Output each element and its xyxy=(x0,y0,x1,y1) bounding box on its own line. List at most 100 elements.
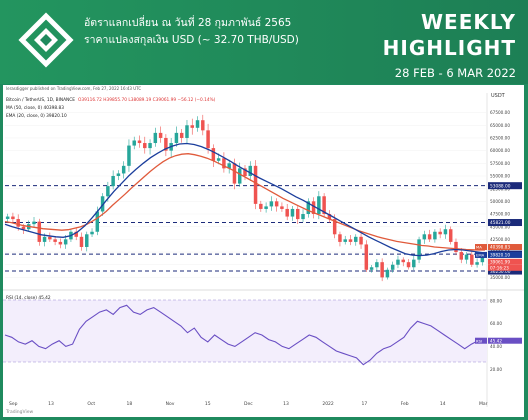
candle-body xyxy=(280,206,284,209)
ema-legend: EMA (20, close, 0) 39820.10 xyxy=(6,113,67,119)
candle-body xyxy=(359,236,363,245)
rsi-tick-label: 60.00 xyxy=(490,321,502,326)
badge-tag xyxy=(475,251,487,258)
symbol-label: Bitcoin / TetherUS, 1D, BINANCE xyxy=(6,97,75,103)
candle-body xyxy=(95,211,100,232)
candle-body xyxy=(422,234,427,240)
candle-body xyxy=(306,201,311,215)
chart-canvas[interactable]: lerasdigger published on TradingView.com… xyxy=(3,85,524,417)
logo-icon xyxy=(18,12,74,68)
price-badge xyxy=(488,258,522,265)
time-tick-label: 17 xyxy=(362,401,368,407)
ma-legend: MA (50, close, 0) 40398.83 xyxy=(6,105,64,111)
candle-body xyxy=(248,165,253,176)
price-badge xyxy=(488,251,522,258)
time-tick-label: 13 xyxy=(48,401,54,407)
price-badge-label: 39820.10 xyxy=(490,253,510,258)
candle-body xyxy=(259,203,263,209)
candle-body xyxy=(143,143,147,149)
rsi-badge xyxy=(488,337,522,344)
candle-body xyxy=(11,216,15,220)
rsi-badge-label: 45.42 xyxy=(490,338,502,343)
candle-body xyxy=(253,165,258,204)
candle-body xyxy=(354,236,358,242)
price-badge xyxy=(488,264,522,271)
candle-body xyxy=(296,208,300,220)
badge-tag-label: MA xyxy=(476,245,482,250)
candle-body xyxy=(232,163,237,184)
candle-body xyxy=(132,140,136,146)
time-tick-label: 14 xyxy=(440,401,446,407)
time-tick-label: Feb xyxy=(401,401,409,407)
time-axis: Sep 13 Oct 18 Nov 15 Dec 13 2022 17 Feb 14 Mar xyxy=(9,401,488,407)
rsi-badge-tag-label: RSI xyxy=(476,338,482,343)
candle-body xyxy=(369,267,374,270)
candle-body xyxy=(201,120,205,131)
candle-body xyxy=(343,239,347,242)
candle-body xyxy=(401,259,405,263)
candle-body xyxy=(475,262,479,265)
candle-body xyxy=(311,201,316,215)
candle-body xyxy=(380,262,384,278)
candle-body xyxy=(274,201,279,207)
candle-body xyxy=(85,234,89,247)
candle-body xyxy=(406,262,411,268)
candle-body xyxy=(100,196,105,212)
candle-body xyxy=(164,137,168,151)
badge-tag-label: EMA xyxy=(476,253,485,258)
candle-body xyxy=(106,186,110,197)
currency-label: USDT xyxy=(491,93,506,99)
candle-body xyxy=(396,259,400,265)
time-tick-label: 18 xyxy=(127,401,133,407)
candle-body xyxy=(470,254,474,265)
candle-body xyxy=(63,239,68,245)
level-label: 45821.00 xyxy=(490,220,511,226)
candle-body xyxy=(364,244,369,270)
candle-body xyxy=(227,163,231,169)
price-tick-label: 50000.00 xyxy=(490,199,510,204)
candle-body xyxy=(222,158,226,169)
candle-body xyxy=(237,168,242,184)
rsi-band xyxy=(3,300,487,362)
candle-body xyxy=(285,208,289,217)
title-weekly: WEEKLY xyxy=(421,10,516,34)
candle-body xyxy=(390,264,395,270)
candle-body xyxy=(148,143,152,149)
candle-body xyxy=(158,132,163,138)
title-highlight: HIGHLIGHT xyxy=(382,36,516,60)
candle-body xyxy=(269,201,274,207)
exchange-rate-date: อัตราแลกเปลี่ยน ณ วันที่ 28 กุมภาพันธ์ 2… xyxy=(84,17,292,29)
candle-body xyxy=(179,132,184,138)
price-tick-label: 42500.00 xyxy=(490,237,510,242)
candle-body xyxy=(211,148,216,161)
time-tick-label: 2022 xyxy=(322,401,334,407)
candle-body xyxy=(21,226,26,230)
time-tick-label: 15 xyxy=(205,401,211,407)
candle-body xyxy=(301,214,305,220)
price-tick-label: 55000.00 xyxy=(490,174,510,179)
candle-body xyxy=(137,140,142,144)
currency-note: ราคาแปลงสกุลเงิน USD (~ 32.70 THB/USD) xyxy=(84,34,299,46)
candle-body xyxy=(459,252,464,260)
candle-body xyxy=(348,239,353,242)
candle-body xyxy=(443,229,448,235)
candle-body xyxy=(290,208,295,217)
candle-body xyxy=(42,236,47,242)
tradingview-chart[interactable]: lerasdigger published on TradingView.com… xyxy=(3,85,524,417)
candle-body xyxy=(74,231,78,237)
candle-body xyxy=(216,158,221,161)
rsi-tick-label: 40.00 xyxy=(490,344,502,349)
candle-body xyxy=(412,259,416,268)
candle-body xyxy=(111,175,115,187)
candle-body xyxy=(243,168,247,176)
candle-body xyxy=(174,132,179,144)
candle-body xyxy=(480,256,485,263)
price-badge xyxy=(488,244,522,251)
date-range: 28 FEB - 6 MAR 2022 xyxy=(394,66,516,80)
candle-body xyxy=(327,214,332,220)
price-tick-label: 67500.00 xyxy=(490,110,510,115)
time-tick-label: 13 xyxy=(283,401,289,407)
published-line: lerasdigger published on TradingView.com… xyxy=(6,86,141,91)
